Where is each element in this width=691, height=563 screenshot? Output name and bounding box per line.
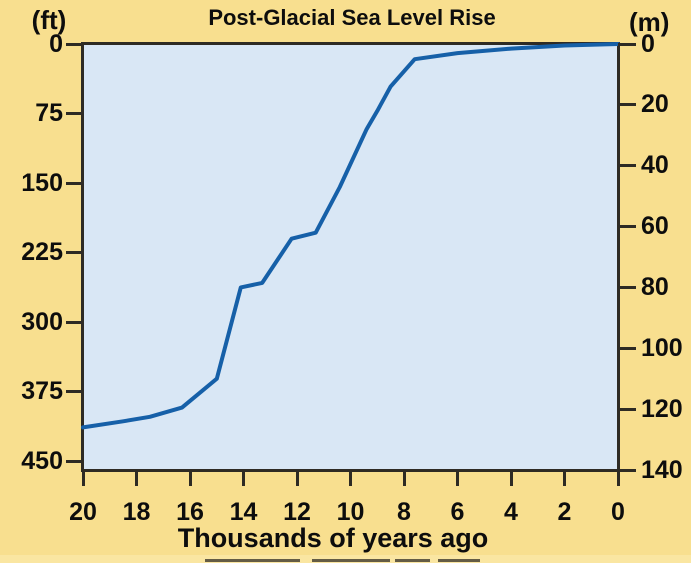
y-axis-ft-tick-label: 75: [35, 99, 63, 128]
y-axis-m-tick-mark: [618, 468, 636, 472]
x-axis-tick-mark: [349, 470, 352, 486]
y-axis-m-tick-mark: [618, 285, 636, 289]
chart-title: Post-Glacial Sea Level Rise: [208, 5, 496, 30]
x-axis-tick-mark: [188, 470, 192, 486]
y-axis-m-tick-label: 20: [641, 90, 669, 119]
cropped-caption-remnant: [0, 555, 691, 563]
y-axis-ft-tick-label: 150: [21, 168, 63, 197]
y-axis-ft-tick-label: 225: [21, 238, 63, 267]
x-axis-tick-label: 4: [504, 498, 518, 526]
y-axis-m-tick-label: 0: [641, 29, 655, 58]
y-axis-ft-tick-label: 375: [21, 377, 63, 406]
x-axis-tick-mark: [295, 470, 299, 486]
y-axis-m-tick-mark: [618, 103, 636, 107]
y-axis-ft-tick-label: 0: [49, 29, 63, 58]
cropped-text-fragment: [205, 559, 300, 562]
y-axis-ft-tick-mark: [66, 390, 83, 394]
y-axis-m-tick-label: 140: [641, 455, 683, 484]
y-axis-m-tick-label: 40: [641, 151, 669, 180]
y-axis-m-tick-label: 100: [641, 333, 683, 362]
x-axis-tick-label: 6: [450, 498, 465, 526]
x-axis-tick-label: 8: [397, 498, 411, 526]
x-axis-title: Thousands of years ago: [177, 523, 489, 553]
y-axis-m-tick-mark: [618, 225, 636, 229]
y-axis-ft-tick-mark: [66, 251, 83, 255]
x-axis-tick-mark: [135, 470, 138, 486]
y-axis-ft-tick-label: 450: [21, 446, 63, 475]
x-axis-tick-label: 16: [176, 498, 204, 526]
y-axis-m-tick-label: 60: [641, 212, 669, 241]
y-axis-m-tick-mark: [618, 42, 636, 46]
x-axis-tick-label: 10: [336, 498, 365, 526]
x-axis-tick-label: 20: [69, 498, 97, 526]
y-axis-m-tick-mark: [618, 346, 636, 350]
x-axis-tick-label: 2: [557, 498, 572, 526]
x-axis-tick-mark: [402, 470, 406, 486]
x-axis-tick-label: 14: [229, 498, 258, 526]
y-axis-m-tick-mark: [618, 407, 636, 411]
x-axis-tick-mark: [509, 470, 513, 486]
y-axis-ft-tick-mark: [66, 112, 83, 116]
left-axis-unit-label: (ft): [31, 5, 67, 35]
x-axis-tick-label: 12: [283, 498, 311, 526]
plot-area: [81, 42, 620, 472]
right-axis-unit-label: (m): [629, 7, 670, 37]
y-axis-ft-tick-mark: [66, 181, 83, 185]
y-axis-ft-tick-mark: [66, 320, 83, 324]
y-axis-ft-tick-label: 300: [21, 307, 63, 336]
y-axis-m-tick-mark: [618, 164, 636, 168]
y-axis-m-tick-label: 80: [641, 272, 669, 301]
y-axis-ft-tick-mark: [66, 42, 83, 46]
x-axis-tick-mark: [242, 470, 245, 486]
x-axis-tick-label: 0: [611, 498, 625, 526]
x-axis-tick-label: 18: [122, 498, 151, 526]
y-axis-m-tick-label: 120: [641, 394, 683, 423]
x-axis-tick-mark: [456, 470, 459, 486]
y-axis-ft-tick-mark: [66, 459, 83, 463]
x-axis-tick-mark: [81, 470, 85, 486]
cropped-text-fragment: [395, 559, 430, 562]
cropped-text-fragment: [438, 559, 480, 562]
x-axis-tick-mark: [616, 470, 620, 486]
x-axis-tick-mark: [563, 470, 566, 486]
cropped-text-fragment: [312, 559, 390, 562]
